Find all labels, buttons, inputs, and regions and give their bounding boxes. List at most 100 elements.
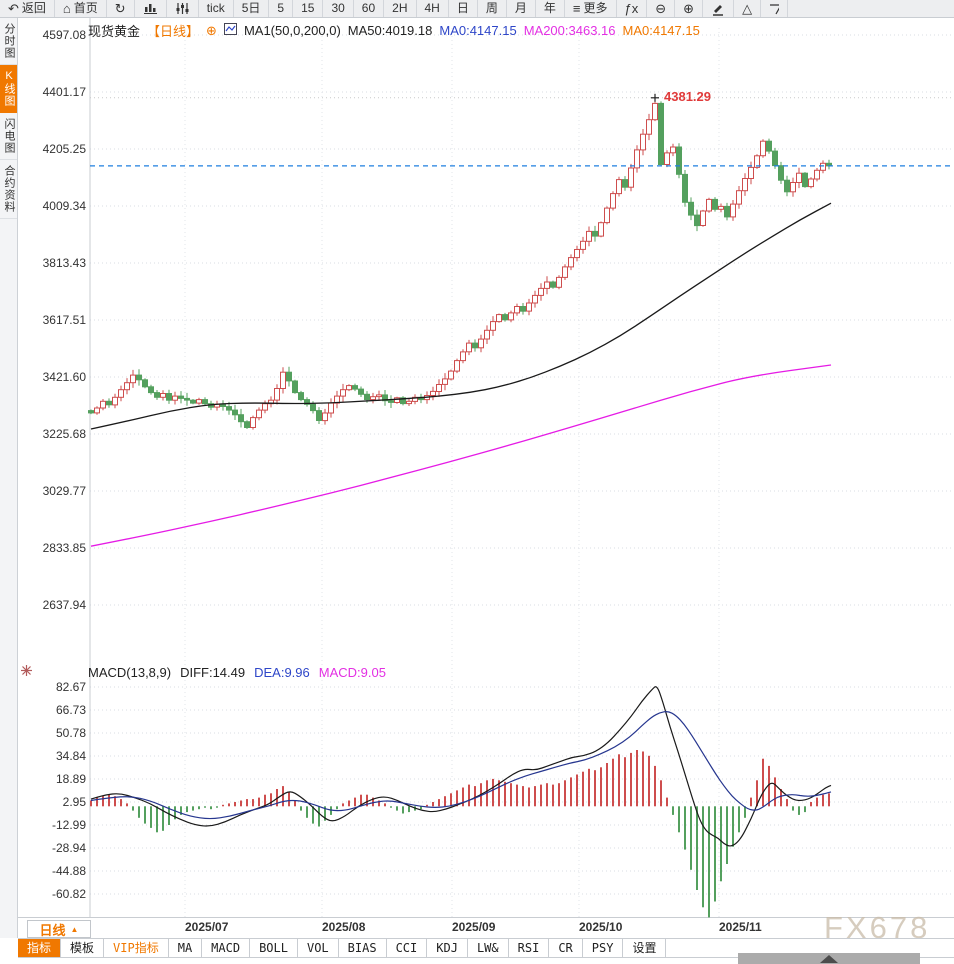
candlestick-style-icon <box>176 3 189 14</box>
macd-value: MACD:9.05 <box>318 665 386 680</box>
indicator-tab-VIP指标[interactable]: VIP指标 <box>104 939 169 957</box>
interval-5d-button[interactable]: 5日 <box>234 0 270 17</box>
sidebar-tab-闪电图[interactable]: 闪电图 <box>0 113 17 160</box>
collapse-arrow-icon <box>820 955 838 963</box>
more-button[interactable]: ≡ 更多 <box>565 0 617 17</box>
interval-30-button[interactable]: 30 <box>323 0 354 17</box>
diff-value: DIFF:14.49 <box>180 665 246 680</box>
interval-5-button[interactable]: 5 <box>269 0 294 17</box>
ma-settings: MA1(50,0,200,0) <box>243 23 341 38</box>
indicator-tab-CR[interactable]: CR <box>549 939 583 957</box>
indicator-tab-设置[interactable]: 设置 <box>623 939 667 957</box>
symbol-name: 现货黄金 <box>88 24 141 39</box>
svg-text:2025/07: 2025/07 <box>185 920 229 934</box>
interval-2h-button[interactable]: 2H <box>384 0 417 17</box>
back-button[interactable]: ↶ 返回 <box>0 0 55 17</box>
indicator-tab-KDJ[interactable]: KDJ <box>427 939 468 957</box>
shape-triangle-button[interactable]: △ <box>734 0 762 17</box>
chart-type-sidebar: 分时图 K线图 闪电图 合约资料 <box>0 18 18 938</box>
svg-text:4401.17: 4401.17 <box>43 85 87 99</box>
period-tag[interactable]: 【日线】 <box>147 24 200 39</box>
zoom-in-button-icon: ⊕ <box>683 1 695 16</box>
indicator-tab-LW&[interactable]: LW& <box>468 939 509 957</box>
home-button-icon: ⌂ <box>62 1 71 16</box>
pencil-icon <box>713 4 724 16</box>
candles <box>88 97 832 430</box>
interval-60-button[interactable]: 60 <box>354 0 385 17</box>
indicator-tab-BOLL[interactable]: BOLL <box>250 939 298 957</box>
panel-collapse-handle[interactable] <box>738 953 920 964</box>
zoom-out-button[interactable]: ⊖ <box>647 0 676 17</box>
clipped-shape-icon <box>770 4 780 15</box>
indicator-tab-PSY[interactable]: PSY <box>583 939 624 957</box>
dea-value: DEA:9.96 <box>254 665 310 680</box>
candle-style-button[interactable] <box>167 0 199 17</box>
bar-chart-button[interactable] <box>135 0 167 17</box>
svg-text:3225.68: 3225.68 <box>43 427 87 441</box>
svg-text:-12.99: -12.99 <box>52 818 86 832</box>
indicator-tab-BIAS[interactable]: BIAS <box>339 939 387 957</box>
sidebar-tab-K线图[interactable]: K线图 <box>0 65 17 113</box>
dea-line <box>90 711 832 820</box>
top-toolbar: ↶ 返回 ⌂ 首页 ↻ tick 5日 5 15 30 60 2H 4H 日周月年 ≡ 更多 ƒx ⊖ ⊕ △ <box>0 0 954 18</box>
zoom-in-button[interactable]: ⊕ <box>675 0 704 17</box>
interval-day-button[interactable]: 日 <box>449 0 478 17</box>
chart-header: 现货黄金 【日线】 ⊕ MA1(50,0,200,0) MA50:4019.18… <box>88 21 700 40</box>
svg-text:18.89: 18.89 <box>56 772 86 786</box>
interval-year-button[interactable]: 年 <box>536 0 565 17</box>
fx-function-button[interactable]: ƒx <box>617 0 648 17</box>
svg-text:3617.51: 3617.51 <box>43 313 87 327</box>
x-axis: 2025/07 2025/08 2025/09 2025/10 2025/11 <box>184 28 762 934</box>
svg-text:2833.85: 2833.85 <box>43 541 87 555</box>
clipped-tool-button[interactable] <box>761 0 789 17</box>
indicator-tab-MACD[interactable]: MACD <box>202 939 251 957</box>
indicator-tab-模板[interactable]: 模板 <box>61 939 105 957</box>
indicator-settings-icon[interactable] <box>20 664 33 682</box>
svg-text:2025/11: 2025/11 <box>719 920 762 934</box>
macd-settings: MACD(13,8,9) <box>88 665 172 680</box>
macd-grid: 82.67 66.73 50.78 34.84 18.89 2.95 -12.99 -28.9… <box>52 680 952 901</box>
indicator-tab-MA[interactable]: MA <box>169 939 203 957</box>
interval-week-button[interactable]: 周 <box>478 0 507 17</box>
draw-button[interactable] <box>703 0 735 17</box>
svg-text:66.73: 66.73 <box>56 703 86 717</box>
add-indicator-icon[interactable]: ⊕ <box>206 22 217 38</box>
svg-text:2637.94: 2637.94 <box>43 598 87 612</box>
ma0-blue-value: MA0:4147.15 <box>439 23 517 38</box>
indicator-tab-CCI[interactable]: CCI <box>387 939 428 957</box>
indicator-tab-指标[interactable]: 指标 <box>18 939 62 957</box>
bar-chart-icon <box>143 4 157 14</box>
svg-text:2025/08: 2025/08 <box>322 920 366 934</box>
shape-triangle-button-icon: △ <box>742 1 753 16</box>
interval-15-button[interactable]: 15 <box>293 0 324 17</box>
svg-text:4205.25: 4205.25 <box>43 142 87 156</box>
svg-text:82.67: 82.67 <box>56 680 86 694</box>
svg-text:34.84: 34.84 <box>56 749 86 763</box>
interval-month-button[interactable]: 月 <box>507 0 536 17</box>
svg-text:-60.82: -60.82 <box>52 887 86 901</box>
plot-borders <box>18 18 954 918</box>
macd-header: MACD(13,8,9) DIFF:14.49 DEA:9.96 MACD:9.… <box>88 665 386 680</box>
indicator-tab-RSI[interactable]: RSI <box>509 939 550 957</box>
mini-chart-icon <box>223 23 237 38</box>
home-button[interactable]: ⌂ 首页 <box>55 0 107 17</box>
svg-text:2025/10: 2025/10 <box>579 920 623 934</box>
price-grid: 4597.08 4401.17 4205.25 4009.34 3813.43 3617.… <box>43 28 952 612</box>
svg-text:-28.94: -28.94 <box>52 841 86 855</box>
ma200-line <box>90 364 832 547</box>
arrow-up-icon: ▲ <box>70 924 79 934</box>
diff-line <box>90 686 832 847</box>
interval-4h-button[interactable]: 4H <box>417 0 449 17</box>
refresh-button[interactable]: ↻ <box>107 0 135 17</box>
svg-text:-44.88: -44.88 <box>52 864 86 878</box>
period-selector-button[interactable]: 日线 ▲ <box>27 920 91 938</box>
interval-tick-button[interactable]: tick <box>199 0 234 17</box>
svg-text:3813.43: 3813.43 <box>43 256 87 270</box>
sidebar-tab-合约资料[interactable]: 合约资料 <box>0 160 17 219</box>
sidebar-tab-分时图[interactable]: 分时图 <box>0 18 17 65</box>
indicator-tab-bar: 指标 模板 VIP指标 MA MACD BOLL VOL BIAS CCI KDJ LW& RSI CR… <box>18 938 954 958</box>
refresh-button-icon: ↻ <box>114 1 126 16</box>
svg-text:3421.60: 3421.60 <box>43 370 87 384</box>
indicator-tab-VOL[interactable]: VOL <box>298 939 339 957</box>
